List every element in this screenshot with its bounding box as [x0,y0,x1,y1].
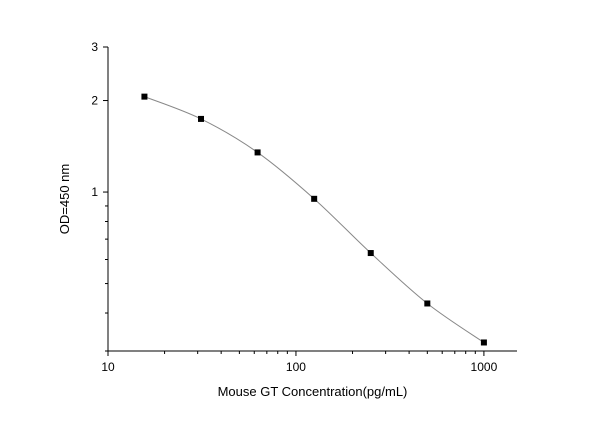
y-axis-title: OD=450 nm [57,164,72,234]
x-tick-label: 10 [101,360,115,374]
y-tick-label: 2 [91,94,98,108]
x-tick-label: 1000 [471,360,498,374]
y-ticks: 1 2 3 [91,40,108,352]
data-point [367,250,374,257]
y-tick-label: 1 [91,185,98,199]
data-point [254,149,261,156]
data-point [480,339,487,346]
data-point [198,115,205,122]
x-tick-label: 100 [286,360,306,374]
fitted-curve [144,96,485,343]
y-tick-label: 3 [91,40,98,54]
x-ticks: 10 100 1000 [101,351,498,374]
x-axis-title: Mouse GT Concentration(pg/mL) [218,384,408,399]
data-point [311,195,318,202]
data-point [141,93,148,100]
data-points [141,93,487,346]
data-point [424,300,431,307]
axes [107,47,517,352]
